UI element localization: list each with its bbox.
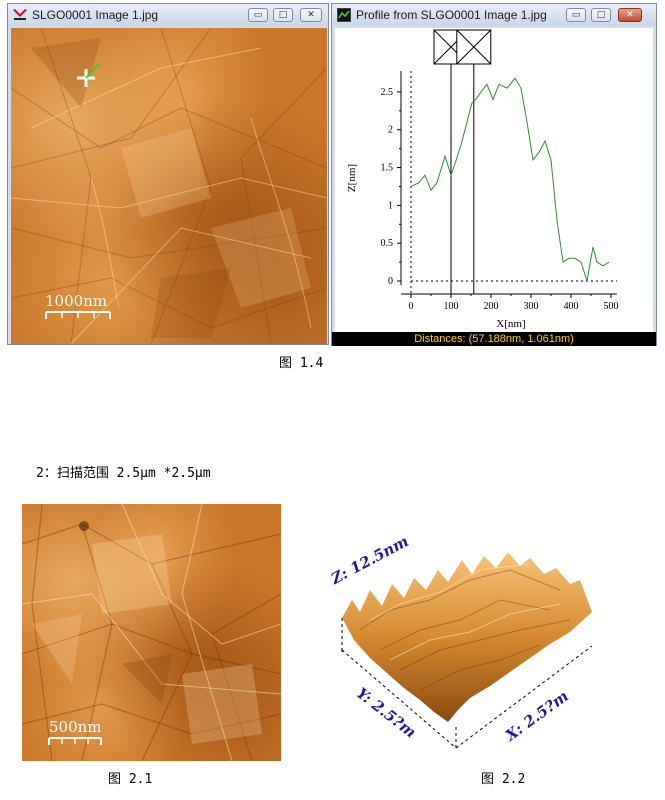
scale-bar [45,311,111,319]
x-tick-label: 100 [444,301,459,312]
image-window: SLGO0001 Image 1.jpg ▭ □ ✕ [7,3,329,345]
restore-button[interactable]: □ [273,8,293,22]
afm-image-2-1: 500nm [22,504,281,761]
surface-texture-2-1 [22,504,281,761]
distances-status: Distances: (57.188nm, 1.061nm) [332,332,656,346]
x-tick-label: 400 [564,301,579,312]
scale-bar-label-2-1: 500nm [49,718,102,736]
profile-plot-area: 0 0.5 1 1.5 2 2.5 0 100 200 300 400 500 X[nm] Z[nm] [335,28,653,332]
figure-caption-2-1: 图 2.1 [108,772,153,787]
scale-bar-2-1 [48,737,102,745]
figure-caption-2-2: 图 2.2 [481,772,526,787]
section-heading-2: 2：扫描范围 2.5μm *2.5μm [36,466,211,481]
surface-texture [11,28,327,344]
y-tick-label: 1.5 [381,163,394,174]
x-tick-label: 0 [409,301,414,312]
minimize-button[interactable]: ▭ [248,8,268,22]
profile-crosshair-icon[interactable] [73,60,103,90]
x-tick-label: 200 [484,301,499,312]
profile-app-icon [337,8,351,22]
app-icon [13,9,27,20]
y-tick-label: 0 [388,276,393,287]
image-window-title: SLGO0001 Image 1.jpg [32,8,159,22]
afm-3d-view-2-2: Z: 12.5nm Y: 2.5?m X: 2.5?m [328,532,615,760]
y-tick-label: 0.5 [381,238,394,249]
y-axis-label: Z[nm] [346,164,358,192]
figure-caption-1-4: 图 1.4 [279,356,324,371]
scale-bar-label: 1000nm [45,292,108,310]
y-tick-label: 2 [388,125,393,136]
x-tick-label: 500 [604,301,619,312]
profile-window: Profile from SLGO0001 Image 1.jpg ▭ □ ✕ … [331,3,657,346]
surface-3d-render [341,552,593,749]
y-tick-label: 1 [388,200,393,211]
image-window-titlebar[interactable]: SLGO0001 Image 1.jpg ▭ □ ✕ [8,4,328,26]
profile-chart[interactable]: 0 0.5 1 1.5 2 2.5 0 100 200 300 400 500 X[nm] Z[nm] [335,28,653,332]
x-axis-label: X[nm] [496,318,525,330]
profile-restore-button[interactable]: □ [591,8,611,22]
y-tick-label: 2.5 [381,87,394,98]
profile-series-line [410,77,610,282]
profile-window-titlebar[interactable]: Profile from SLGO0001 Image 1.jpg ▭ □ ✕ [332,4,656,26]
profile-window-title: Profile from SLGO0001 Image 1.jpg [356,8,547,22]
cursor-marker-diagonal [456,29,492,65]
x-tick-label: 300 [524,301,539,312]
afm-height-image[interactable]: 1000nm [11,28,327,344]
profile-close-button[interactable]: ✕ [618,8,642,22]
profile-minimize-button[interactable]: ▭ [566,8,586,22]
close-button[interactable]: ✕ [300,8,322,22]
